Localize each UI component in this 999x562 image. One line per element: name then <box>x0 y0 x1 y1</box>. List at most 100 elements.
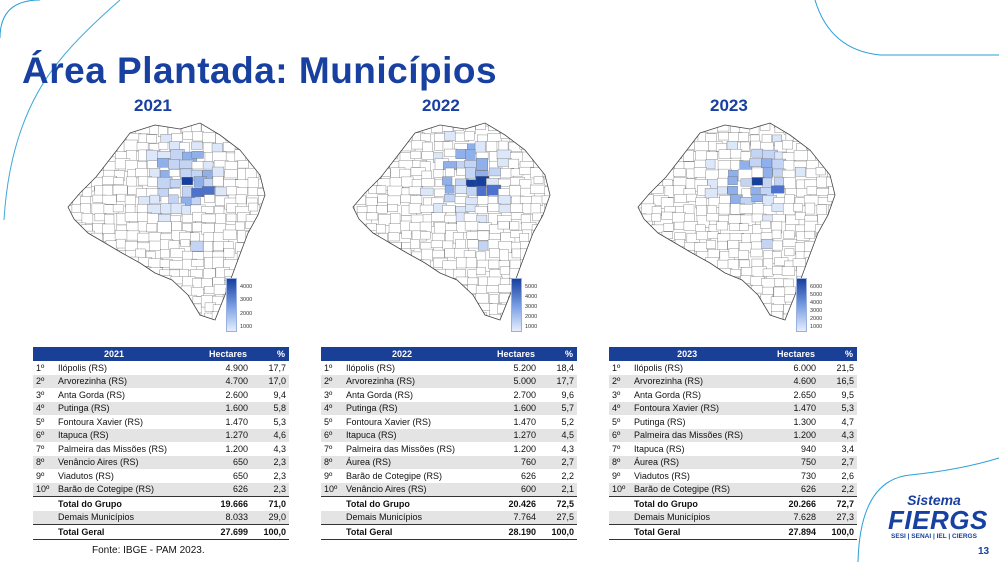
summary-percent: 72,7 <box>819 496 857 511</box>
legend-color-bar <box>796 278 807 332</box>
municipality-cell: Barão de Cotegipe (RS) <box>631 482 766 497</box>
municipality-cell: Barão de Cotegipe (RS) <box>346 470 443 481</box>
hectares-cell: 600 <box>482 482 539 497</box>
legend-tick-label: 4000 <box>810 300 823 306</box>
hectares-cell: 1.200 <box>765 428 819 442</box>
hectares-cell: 2.700 <box>513 389 536 400</box>
table-row: 5º Fontoura Xavier (RS) 1.470 5,2 <box>321 415 577 429</box>
table-row: 3º Anta Gorda (RS) 2.600 9,4 <box>33 388 289 402</box>
hectares-cell: 940 <box>800 443 816 454</box>
ranking-table-2023: 2023 Hectares% 1º Ilópolis (RS) 6.000 21,5 2º A… <box>609 347 857 540</box>
percent-cell: 5,8 <box>251 401 289 415</box>
table-row: 4º Fontoura Xavier (RS) 1.470 5,3 <box>609 401 857 415</box>
municipality-cell: Venâncio Aires (RS) <box>55 455 195 469</box>
percent-cell: 9,5 <box>841 389 854 400</box>
rank-cell: 9º <box>36 470 45 481</box>
rank-cell: 8º <box>321 455 343 469</box>
summary-percent: 72,5 <box>539 496 577 511</box>
table-row: 1º Ilópolis (RS) 6.000 21,5 <box>609 361 857 375</box>
rank-cell: 6º <box>321 428 343 442</box>
percent-cell: 5,3 <box>273 416 286 427</box>
map-2021 <box>67 122 266 321</box>
rank-cell: 3º <box>612 389 621 400</box>
table-row: 9º Viadutos (RS) 730 2,6 <box>609 469 857 483</box>
legend-tick-label: 1000 <box>240 324 253 330</box>
percent-cell: 2,7 <box>539 455 577 469</box>
municipality-cell: Fontoura Xavier (RS) <box>631 401 766 415</box>
rank-cell: 2º <box>33 374 55 388</box>
percent-cell: 4,5 <box>539 428 577 442</box>
rank-cell: 7º <box>612 443 621 454</box>
summary-label: Demais Municípios <box>343 510 483 525</box>
hectares-cell: 4.600 <box>765 374 819 388</box>
municipality-cell: Putinga (RS) <box>634 416 686 427</box>
summary-percent: 29,0 <box>251 510 289 525</box>
summary-row-others: Demais Municípios 8.033 29,0 <box>33 510 289 525</box>
hectares-cell: 626 <box>194 482 251 497</box>
hectares-cell: 2.650 <box>793 389 816 400</box>
rank-cell: 9º <box>612 470 621 481</box>
legend-tick-label: 5000 <box>525 284 538 290</box>
summary-hectares: 20.266 <box>765 496 819 511</box>
table-row: 10º Barão de Cotegipe (RS) 626 2,3 <box>33 482 289 497</box>
hectares-cell: 1.200 <box>513 443 536 454</box>
rank-cell: 1º <box>612 362 621 373</box>
summary-row-grand-total: Total Geral 28.190 100,0 <box>321 524 577 540</box>
table-header-hectares: Hectares <box>765 347 819 361</box>
municipality-cell: Itapuca (RS) <box>343 428 483 442</box>
hectares-cell: 6.000 <box>793 362 816 373</box>
page-number: 13 <box>978 546 990 557</box>
municipality-cell: Áurea (RS) <box>343 455 483 469</box>
hectares-cell: 1.200 <box>225 443 248 454</box>
table-row: 8º Venâncio Aires (RS) 650 2,3 <box>33 455 289 469</box>
slide-title: Área Plantada: Municípios <box>22 50 498 91</box>
percent-cell: 4,7 <box>841 416 854 427</box>
municipality-cell: Ilópolis (RS) <box>58 362 108 373</box>
table-row: 8º Áurea (RS) 750 2,7 <box>609 455 857 469</box>
table-row: 5º Putinga (RS) 1.300 4,7 <box>609 415 857 429</box>
percent-cell: 2,2 <box>819 482 857 497</box>
legend-tick-label: 6000 <box>810 284 823 290</box>
summary-percent: 27,5 <box>539 510 577 525</box>
table-header-hectares: Hectares <box>194 347 251 361</box>
year-heading-2023: 2023 <box>710 96 748 115</box>
percent-cell: 4,6 <box>251 428 289 442</box>
table-header-year: 2022 <box>321 347 483 361</box>
percent-cell: 2,2 <box>561 470 574 481</box>
table-header-percent: % <box>819 347 857 361</box>
hectares-cell: 1.270 <box>482 428 539 442</box>
rank-cell: 2º <box>609 374 631 388</box>
summary-hectares: 27.699 <box>194 524 251 540</box>
percent-cell: 9,4 <box>273 389 286 400</box>
summary-percent: 71,0 <box>251 496 289 511</box>
rank-cell: 4º <box>609 401 631 415</box>
summary-row-group-total: Total do Grupo 20.266 72,7 <box>609 496 857 511</box>
hectares-cell: 5.000 <box>482 374 539 388</box>
summary-hectares: 8.033 <box>194 510 251 525</box>
summary-percent: 27,3 <box>819 510 857 525</box>
rank-cell: 9º <box>324 470 333 481</box>
rank-cell: 5º <box>612 416 621 427</box>
legend-tick-label: 2000 <box>240 310 253 317</box>
table-row: 6º Palmeira das Missões (RS) 1.200 4,3 <box>609 428 857 442</box>
map-2022 <box>352 122 551 321</box>
municipality-cell: Arvorezinha (RS) <box>55 374 195 388</box>
rank-cell: 8º <box>609 455 631 469</box>
percent-cell: 5,7 <box>539 401 577 415</box>
summary-percent: 100,0 <box>819 524 857 540</box>
rank-cell: 8º <box>33 455 55 469</box>
year-heading-2021: 2021 <box>134 96 172 115</box>
ranking-table-2021: 2021 Hectares% 1º Ilópolis (RS) 4.900 17,7 2º A… <box>33 347 289 540</box>
percent-cell: 21,5 <box>836 362 854 373</box>
hectares-cell: 1.600 <box>482 401 539 415</box>
rank-cell: 1º <box>36 362 45 373</box>
hectares-cell: 626 <box>765 482 819 497</box>
table-row: 9º Barão de Cotegipe (RS) 626 2,2 <box>321 469 577 483</box>
logo-line-3: SESI | SENAI | IEL | CIERGS <box>891 533 977 540</box>
hectares-cell: 1.470 <box>513 416 536 427</box>
percent-cell: 16,5 <box>819 374 857 388</box>
percent-cell: 2,3 <box>251 482 289 497</box>
summary-row-group-total: Total do Grupo 20.426 72,5 <box>321 496 577 511</box>
ranking-table-2022: 2022 Hectares% 1º Ilópolis (RS) 5.200 18,4 2º A… <box>321 347 577 540</box>
